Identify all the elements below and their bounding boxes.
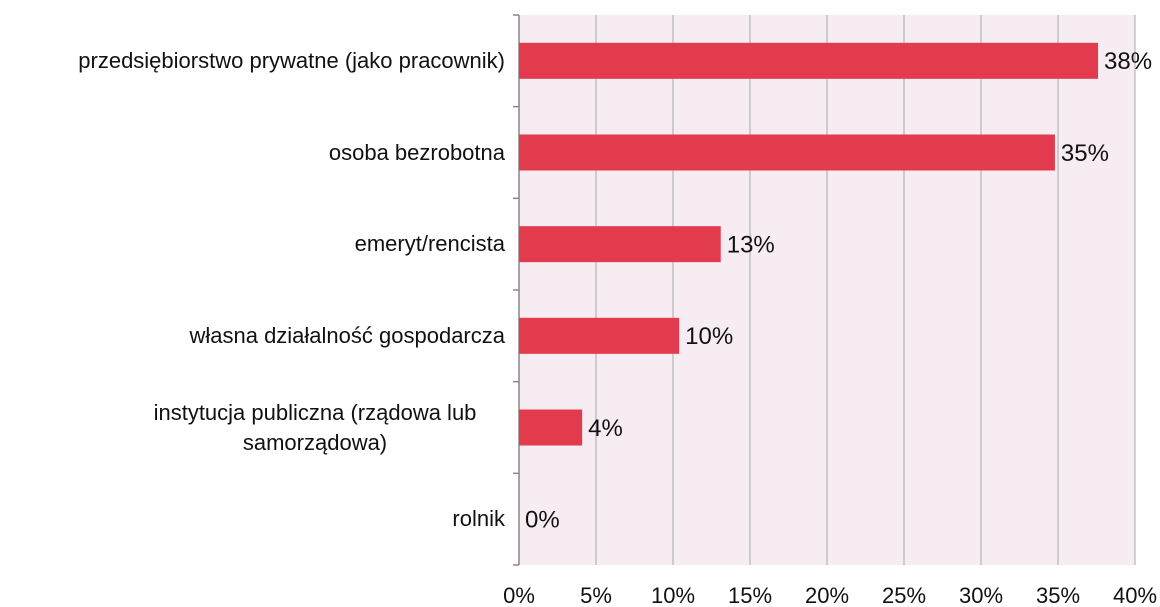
y-tick-label-box: instytucja publiczna (rządowa lub samorz… [5,398,505,458]
x-tick-label: 25% [882,583,926,607]
x-tick-label: 15% [728,583,772,607]
data-label: 35% [1061,140,1109,167]
y-tick-label-box: emeryt/rencista [5,229,505,259]
bar [519,226,721,263]
bar [519,317,680,354]
x-tick-label: 0% [503,583,535,607]
data-label: 10% [685,323,733,350]
y-tick-label: rolnik [452,506,505,532]
x-tick-label: 5% [580,583,612,607]
y-tick-label-box: przedsiębiorstwo prywatne (jako pracowni… [5,46,505,76]
x-tick-label: 35% [1036,583,1080,607]
y-tick-label-box: własna działalność gospodarcza [5,321,505,351]
y-tick-label: osoba bezrobotna [328,139,505,165]
y-tick-label: instytucja publiczna (rządowa lub samorz… [153,399,477,455]
bar [519,134,1055,171]
x-tick-label: 40% [1113,583,1157,607]
y-tick-label: emeryt/rencista [354,231,505,257]
data-label: 4% [588,415,623,442]
y-tick-label: przedsiębiorstwo prywatne (jako pracowni… [78,47,505,73]
x-tick-label: 30% [959,583,1003,607]
y-tick-label: własna działalność gospodarcza [189,322,505,348]
y-tick-label-box: osoba bezrobotna [5,138,505,168]
data-label: 0% [525,507,560,534]
y-tick-label-box: rolnik [5,504,505,534]
bar [519,409,583,446]
bar [519,42,1099,79]
data-label: 38% [1104,48,1152,75]
data-label: 13% [727,232,775,259]
x-tick-label: 20% [805,583,849,607]
x-tick-label: 10% [651,583,695,607]
